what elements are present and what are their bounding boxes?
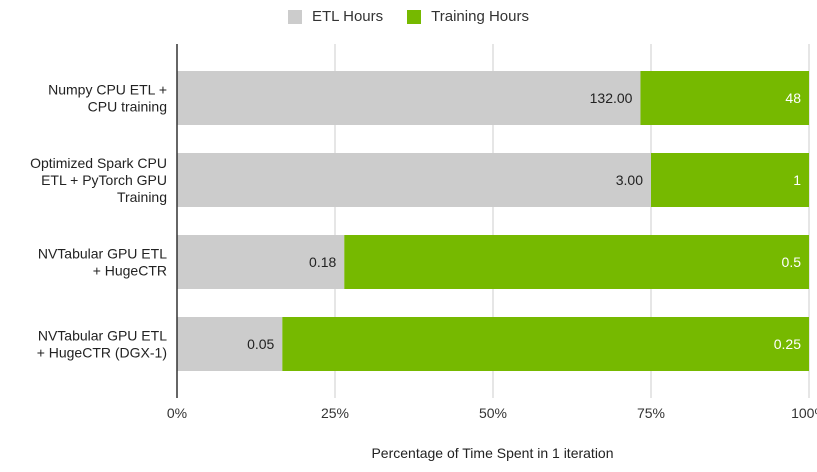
legend-item-training[interactable]: Training Hours bbox=[407, 8, 529, 25]
x-tick-label: 0% bbox=[167, 405, 187, 421]
etl-bar-segment bbox=[177, 317, 283, 371]
category-label: NVTabular GPU ETL + HugeCTR bbox=[38, 246, 167, 279]
category-label-line: NVTabular GPU ETL bbox=[38, 246, 167, 262]
x-axis-title: Percentage of Time Spent in 1 iteration bbox=[371, 445, 614, 461]
category-label-line: CPU training bbox=[88, 99, 167, 115]
legend-label-training: Training Hours bbox=[431, 8, 529, 25]
category-label-line: Numpy CPU ETL + bbox=[48, 82, 167, 98]
x-tick-label: 25% bbox=[321, 405, 349, 421]
etl-data-label: 3.00 bbox=[616, 172, 643, 188]
x-tick-label: 50% bbox=[479, 405, 507, 421]
category-label: Optimized Spark CPU ETL + PyTorch GPU Trai… bbox=[30, 155, 167, 205]
training-data-label: 0.25 bbox=[774, 336, 801, 352]
legend-item-etl[interactable]: ETL Hours bbox=[288, 8, 383, 25]
training-bar-segment bbox=[651, 153, 809, 207]
etl-data-label: 0.05 bbox=[247, 336, 274, 352]
training-bar-segment bbox=[282, 317, 809, 371]
training-data-label: 1 bbox=[793, 172, 801, 188]
category-label-line: ETL + PyTorch GPU bbox=[41, 172, 167, 188]
legend-label-etl: ETL Hours bbox=[312, 8, 384, 25]
x-tick-label: 100% bbox=[791, 405, 817, 421]
training-bar-segment bbox=[640, 71, 809, 125]
etl-bar-segment bbox=[177, 153, 651, 207]
etl-data-label: 0.18 bbox=[309, 254, 336, 270]
x-tick-label: 75% bbox=[637, 405, 665, 421]
legend: ETL Hours Training Hours bbox=[0, 8, 817, 25]
category-label-line: Training bbox=[117, 189, 167, 205]
category-label: Numpy CPU ETL + CPU training bbox=[48, 82, 167, 115]
category-label-line: + HugeCTR (DGX-1) bbox=[37, 345, 167, 361]
training-data-label: 48 bbox=[785, 90, 801, 106]
etl-bar-segment bbox=[177, 71, 641, 125]
legend-swatch-etl bbox=[288, 9, 303, 24]
training-data-label: 0.5 bbox=[782, 254, 802, 270]
category-label-line: Optimized Spark CPU bbox=[30, 155, 167, 171]
category-label: NVTabular GPU ETL + HugeCTR (DGX-1) bbox=[37, 328, 168, 361]
category-label-line: NVTabular GPU ETL bbox=[38, 328, 167, 344]
etl-data-label: 132.00 bbox=[590, 90, 633, 106]
etl-bar-segment bbox=[177, 235, 345, 289]
category-label-line: + HugeCTR bbox=[93, 263, 167, 279]
training-bar-segment bbox=[344, 235, 809, 289]
legend-swatch-training bbox=[407, 9, 422, 24]
